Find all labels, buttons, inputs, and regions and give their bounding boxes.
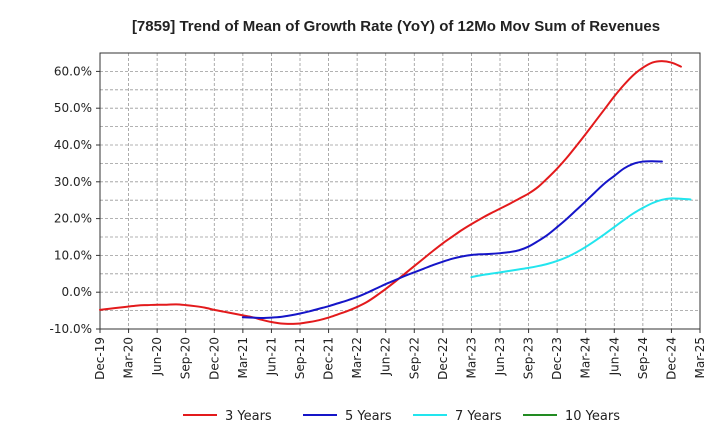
- x-tick-label: Mar-24: [579, 337, 593, 378]
- x-tick-label: Dec-24: [664, 337, 678, 380]
- x-tick-label: Jun-24: [607, 337, 621, 376]
- y-tick-label: 10.0%: [54, 248, 92, 262]
- x-tick-label: Sep-24: [636, 337, 650, 379]
- y-tick-label: 20.0%: [54, 212, 92, 226]
- legend-label: 7 Years: [455, 409, 502, 424]
- series-line-5-years: [241, 160, 663, 319]
- y-tick-label: 50.0%: [54, 101, 92, 115]
- x-tick-label: Jun-20: [150, 337, 164, 376]
- y-axis: -10.0% 0.0% 10.0% 20.0% 30.0% 40.0% 50.0% 60.0%: [50, 64, 100, 336]
- x-tick-label: Dec-19: [93, 337, 107, 380]
- series-line-7-years: [470, 197, 692, 279]
- y-tick-label: 0.0%: [62, 285, 93, 299]
- x-tick-label: Jun-21: [264, 337, 278, 376]
- x-tick-label: Mar-25: [693, 337, 707, 378]
- plot-frame: [99, 52, 701, 330]
- x-tick-label: Mar-21: [236, 337, 250, 378]
- x-tick-label: Dec-21: [322, 337, 336, 380]
- x-axis: Dec-19 Mar-20 Jun-20 Sep-20 Dec-20 Mar-21 Jun-…: [93, 329, 707, 380]
- x-tick-label: Sep-22: [407, 337, 421, 379]
- x-tick-label: Sep-21: [293, 337, 307, 379]
- x-tick-label: Jun-22: [379, 337, 393, 376]
- y-tick-label: 40.0%: [54, 138, 92, 152]
- legend-label: 5 Years: [345, 409, 392, 424]
- x-tick-label: Dec-23: [550, 337, 564, 380]
- x-tick-label: Dec-22: [436, 337, 450, 380]
- chart-title: [7859] Trend of Mean of Growth Rate (YoY…: [132, 18, 660, 35]
- x-tick-label: Jun-23: [493, 337, 507, 376]
- x-tick-label: Sep-20: [179, 337, 193, 379]
- legend-label: 10 Years: [565, 409, 620, 424]
- x-tick-label: Sep-23: [522, 337, 536, 379]
- x-tick-label: Mar-23: [464, 337, 478, 378]
- x-tick-label: Mar-20: [122, 337, 136, 378]
- y-tick-label: 60.0%: [54, 64, 92, 78]
- legend: 3 Years 5 Years 7 Years 10 Years: [183, 409, 620, 424]
- legend-label: 3 Years: [225, 409, 272, 424]
- series-lines: [99, 60, 692, 325]
- series-line-3-years: [99, 60, 682, 325]
- x-tick-label: Dec-20: [207, 337, 221, 380]
- y-tick-label: 30.0%: [54, 175, 92, 189]
- plot-area: [100, 53, 700, 329]
- y-tick-label: -10.0%: [50, 322, 92, 336]
- x-tick-label: Mar-22: [350, 337, 364, 378]
